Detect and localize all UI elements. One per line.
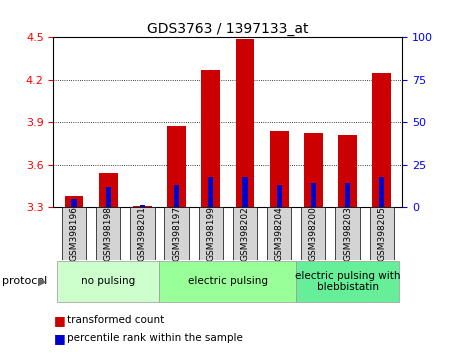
Bar xyxy=(62,207,86,260)
Bar xyxy=(199,207,223,260)
Bar xyxy=(370,207,394,260)
Text: GSM398199: GSM398199 xyxy=(206,206,215,261)
Bar xyxy=(201,70,220,207)
Bar xyxy=(167,126,186,207)
Text: GSM398205: GSM398205 xyxy=(377,206,386,261)
Text: GSM398200: GSM398200 xyxy=(309,206,318,261)
Text: protocol: protocol xyxy=(2,276,47,286)
Text: GSM398202: GSM398202 xyxy=(240,206,249,261)
Bar xyxy=(311,183,316,207)
Bar xyxy=(165,207,189,260)
Bar xyxy=(233,207,257,260)
Bar xyxy=(379,177,385,207)
Text: GSM398198: GSM398198 xyxy=(104,206,113,261)
Bar xyxy=(208,177,213,207)
Bar xyxy=(140,205,145,207)
Text: no pulsing: no pulsing xyxy=(81,276,135,286)
Bar xyxy=(96,207,120,260)
Bar xyxy=(133,206,152,207)
Text: GSM398201: GSM398201 xyxy=(138,206,147,261)
Bar xyxy=(335,207,359,260)
Bar xyxy=(130,207,154,260)
Bar xyxy=(345,183,350,207)
Bar xyxy=(301,207,325,260)
Text: percentile rank within the sample: percentile rank within the sample xyxy=(67,333,243,343)
Bar xyxy=(71,199,77,207)
Bar xyxy=(277,185,282,207)
Bar xyxy=(65,196,83,207)
Bar xyxy=(57,261,159,302)
Bar xyxy=(242,177,247,207)
Text: GSM398204: GSM398204 xyxy=(275,206,284,261)
Bar xyxy=(296,261,399,302)
Bar xyxy=(270,131,289,207)
Bar xyxy=(174,185,179,207)
Bar xyxy=(99,173,118,207)
Text: GSM398197: GSM398197 xyxy=(172,206,181,261)
Text: ■: ■ xyxy=(53,332,65,344)
Bar xyxy=(236,39,254,207)
Text: GSM398196: GSM398196 xyxy=(69,206,79,261)
Text: GSM398203: GSM398203 xyxy=(343,206,352,261)
Title: GDS3763 / 1397133_at: GDS3763 / 1397133_at xyxy=(147,22,309,36)
Text: electric pulsing with
blebbistatin: electric pulsing with blebbistatin xyxy=(295,270,400,292)
Text: electric pulsing: electric pulsing xyxy=(188,276,268,286)
Bar xyxy=(159,261,296,302)
Bar xyxy=(304,133,323,207)
Text: transformed count: transformed count xyxy=(67,315,165,325)
Bar xyxy=(372,73,391,207)
Bar xyxy=(106,187,111,207)
Bar xyxy=(267,207,291,260)
Bar xyxy=(338,135,357,207)
Text: ■: ■ xyxy=(53,314,65,327)
Text: ▶: ▶ xyxy=(38,276,46,286)
